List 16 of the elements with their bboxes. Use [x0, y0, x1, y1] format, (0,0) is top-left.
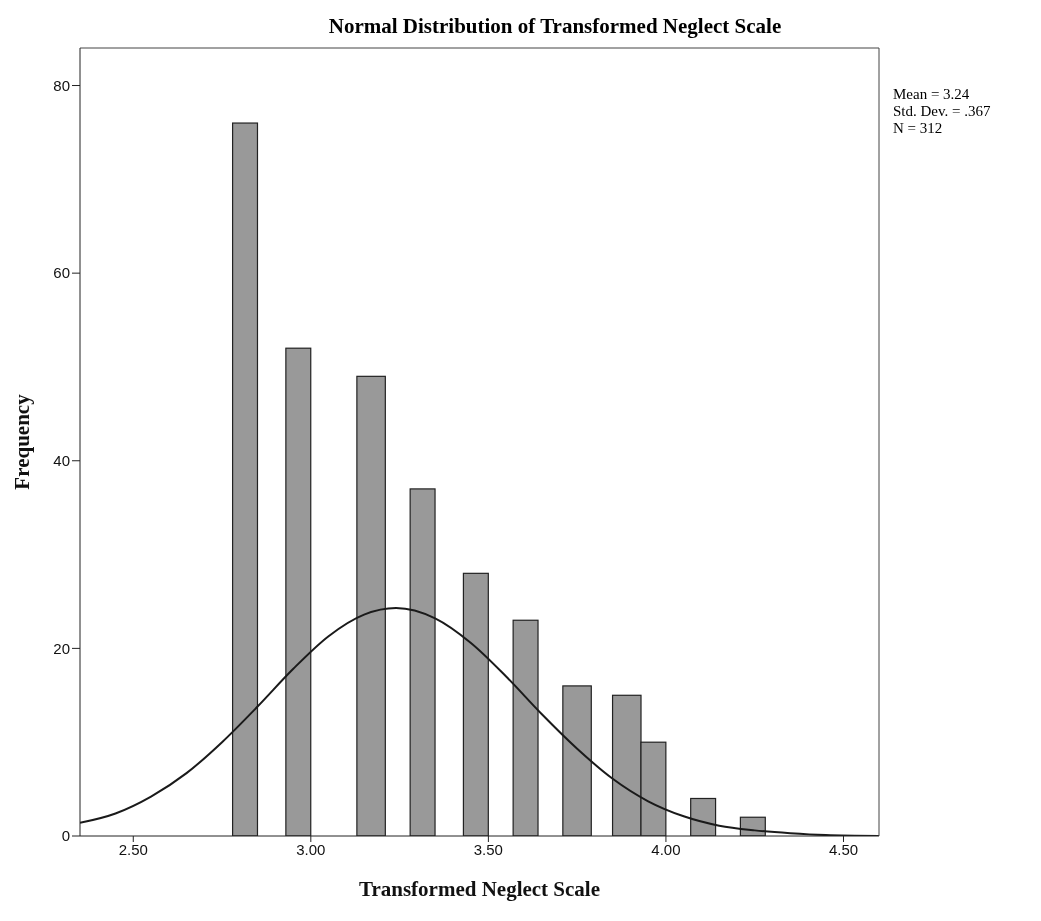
x-tick-label: 2.50 [118, 840, 148, 858]
y-tick-label: 40 [53, 452, 70, 470]
x-tick-label: 3.00 [296, 840, 326, 858]
text: N = 312 [893, 120, 944, 137]
x-tick-label: 3.50 [473, 840, 503, 858]
x-axis-title: Transformed Neglect Scale [358, 877, 601, 901]
y-tick-label: 60 [53, 264, 70, 282]
text: Std. Dev. = .367 [893, 103, 991, 120]
y-tick-label: 20 [53, 639, 70, 657]
chart-title: Normal Distribution of Transformed Neglect Scale [327, 14, 783, 39]
x-tick-label: 4.00 [651, 840, 681, 858]
y-tick-label: 80 [53, 76, 70, 94]
x-tick-label: 4.50 [828, 840, 859, 858]
text: Mean = 3.24 [893, 86, 971, 103]
y-axis-title: Frequency [10, 393, 35, 490]
y-tick-label: 0 [61, 827, 70, 845]
